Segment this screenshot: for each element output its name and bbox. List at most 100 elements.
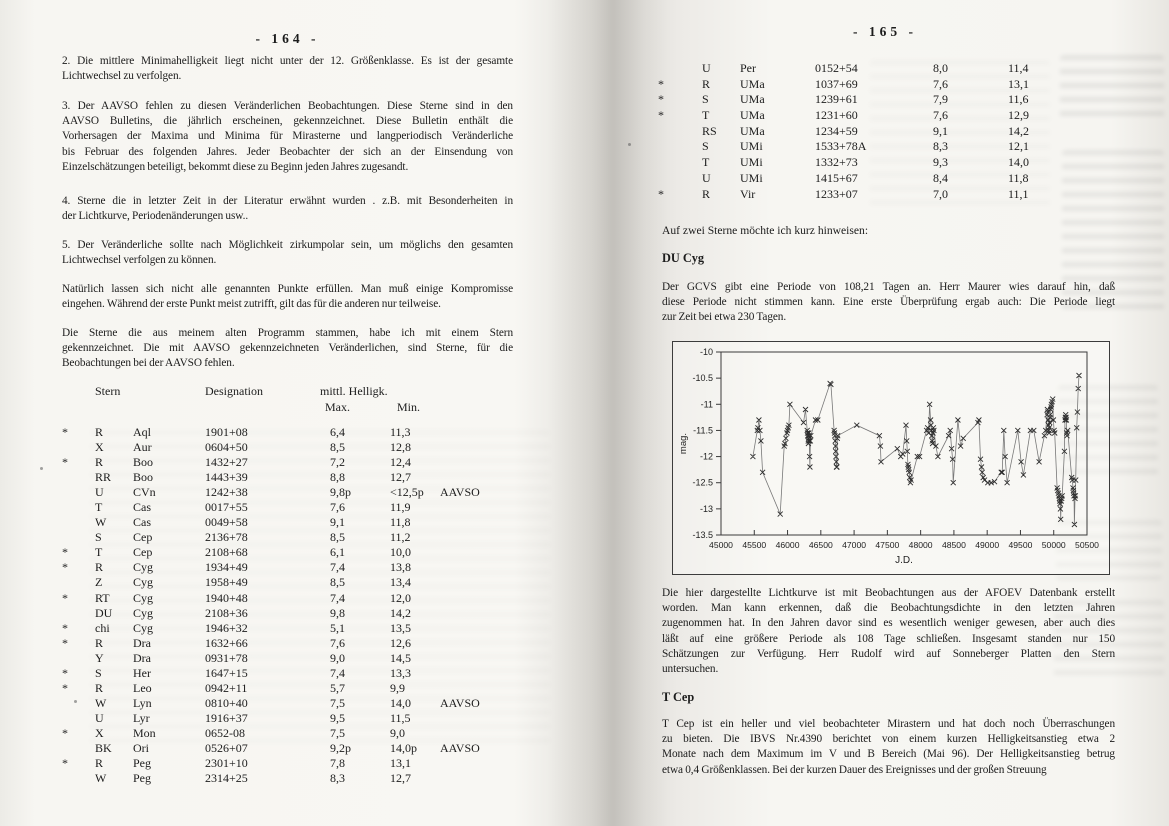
intro-line: Auf zwei Sterne möchte ich kurz hinweise… [662,224,869,237]
cell-min: 11,2 [390,530,411,545]
y-tick-label: -11.5 [693,425,713,435]
cell-star: T [702,108,710,123]
cell-constellation: Aql [133,425,151,439]
table-row: * S UMa 1239+61 7,9 11,6 [658,92,1113,108]
cell-constellation: Cas [133,500,151,515]
cell-max: 8,4 [933,170,948,185]
cell-min: 11,3 [390,425,411,439]
cell-flag: * [62,425,68,439]
cell-constellation: UMa [740,108,765,123]
bleed-through-text [90,430,550,750]
cell-constellation: Vir [740,186,756,201]
table-row: U Lyr 1916+37 9,5 11,5 [62,711,513,726]
table-row: U CVn 1242+38 9,8p <12,5p AAVSO [62,485,513,500]
cell-star: W [95,771,107,786]
cell-note [440,726,513,741]
light-curve-line [752,375,1080,525]
cell-constellation: Peg [133,771,151,786]
x-tick-label: 48000 [909,540,933,550]
page-number-right: - 165 - [853,24,917,39]
table-row: * T Cep 2108+68 6,1 10,0 [62,545,513,560]
text-line: Natürlich lassen sich nicht alle genannt… [62,283,513,295]
heading-t-cep: T Cep [662,690,695,704]
cell-note: AAVSO [440,485,480,500]
y-tick-label: -10 [700,347,713,357]
paragraph-6: Natürlich lassen sich nicht alle genannt… [62,282,513,312]
table-row: * chi Cyg 1946+32 5,1 13,5 [62,621,513,636]
table-row: * R Cyg 1934+49 7,4 13,8 [62,560,513,575]
table-row: W Cas 0049+58 9,1 11,8 [62,515,513,530]
cell-constellation: Her [133,665,151,680]
cell-min: 12,7 [390,771,411,786]
cell-designation: 1231+60 [815,108,858,123]
text-line: etwa 0,4 Größenklassen. Bei der kurzen D… [662,763,1047,776]
col-header-stern: Stern [95,384,121,398]
cell-designation: 2314+25 [205,771,248,786]
cell-designation: 0931+78 [205,650,248,665]
cell-min: 12,9 [1008,108,1029,123]
cell-min: 12,0 [390,590,411,605]
cell-flag [62,771,95,786]
page-number-left: - 164 - [255,31,320,46]
cell-flag: * [658,76,664,91]
text-line: 2. Die mittlere Minimahelligkeit liegt n… [62,55,513,67]
cell-designation: 1332+73 [815,155,858,170]
cell-flag [62,606,95,621]
cell-constellation: Cas [133,515,151,530]
col-header-max: Max. [325,400,350,414]
cell-star: W [95,515,107,530]
x-tick-label: 49500 [1009,540,1033,550]
cell-min: 10,0 [390,545,411,560]
text-line: Vorhersagen der Maxima und Minima für Mi… [62,130,513,143]
cell-designation: 0652-08 [205,725,245,740]
star-table-right: U Per 0152+54 8,0 11,4 * R UMa 1037+69 7,6 13,1 * S U… [658,61,1113,202]
cell-star: chi [95,620,110,635]
cell-designation: 1901+08 [205,425,248,439]
bleed-through-text [1054,600,1164,680]
cell-flag: * [62,680,68,695]
cell-designation: 1234+59 [815,123,858,138]
cell-min: 13,5 [390,620,411,635]
text-line: untersuchen. [662,662,719,675]
cell-min: 14,2 [1008,123,1029,138]
text-line: Lichtwechsel zu verfolgen. [62,70,182,83]
cell-flag [62,696,95,711]
cell-max: 9,0 [330,650,345,665]
cell-note [440,756,513,771]
cell-min: 11,6 [1008,92,1029,107]
cell-note [440,591,513,606]
cell-designation: 2301+10 [205,756,248,771]
cell-max: 7,6 [330,500,345,515]
cell-max: 7,8 [330,756,345,771]
cell-min: 13,8 [390,560,411,575]
cell-min: <12,5p [390,485,424,500]
cell-star: R [95,425,104,439]
cell-star: S [95,665,102,680]
cell-constellation: UMi [740,170,763,185]
cell-note [440,500,513,515]
table-row: * R Aql 1901+08 6,4 11,3 [62,425,513,440]
cell-note [440,606,513,621]
cell-max: 5,1 [330,620,345,635]
cell-designation: 1934+49 [205,560,248,575]
x-tick-label: 50500 [1075,540,1099,550]
cell-flag [62,485,95,500]
text-line: AAVSO Bulletins, die jährlich erscheinen… [62,115,513,128]
paragraph-2: 2. Die mittlere Minimahelligkeit liegt n… [62,54,513,84]
cell-note [440,470,513,485]
cell-flag: * [62,455,68,470]
cell-designation: 1916+37 [205,710,248,725]
text-line: Monate nach dem Maximum im V und B Berei… [662,748,1115,761]
text-line: 3. Der AAVSO fehlen zu diesen Veränderli… [62,100,513,112]
cell-note [440,545,513,560]
text-line: zu bieten. Die IBVS Nr.4390 berichtet vo… [662,733,1115,746]
table-row: T UMi 1332+73 9,3 14,0 [658,155,1113,171]
cell-star: S [702,92,709,107]
cell-designation: 0152+54 [815,61,858,75]
cell-designation: 2136+78 [205,530,248,545]
cell-flag [62,741,95,756]
cell-max: 9,8p [330,485,351,500]
text-line: worden. Man kann erkennen, daß die Beoba… [662,602,1115,615]
table-row: * T UMa 1231+60 7,6 12,9 [658,108,1113,124]
